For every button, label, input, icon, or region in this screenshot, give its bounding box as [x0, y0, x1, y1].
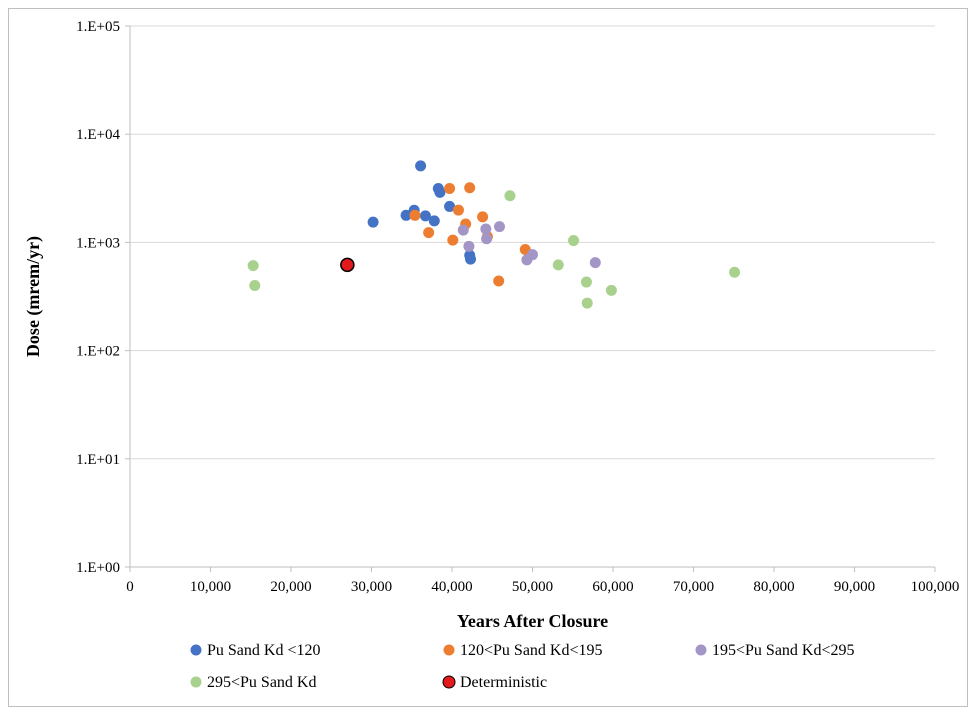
y-tick-label: 1.E+01 [76, 452, 120, 468]
data-point [423, 227, 435, 239]
data-point [434, 186, 446, 198]
data-point [493, 275, 505, 287]
data-point [247, 260, 259, 272]
data-point [493, 221, 505, 233]
legend-label: 195<Pu Sand Kd<295 [712, 642, 855, 659]
legend-label: 295<Pu Sand Kd [207, 674, 316, 691]
legend-label: Pu Sand Kd <120 [207, 642, 320, 659]
legend-marker [190, 644, 202, 656]
y-tick-label: 1.E+02 [76, 344, 120, 360]
legend-marker [443, 644, 455, 656]
data-point [400, 209, 412, 221]
data-point [480, 223, 492, 235]
legend-label: Deterministic [460, 674, 547, 691]
y-tick-label: 1.E+04 [76, 127, 120, 143]
axes [125, 25, 936, 572]
data-point [477, 211, 489, 223]
data-point [463, 240, 475, 252]
x-tick-label: 20,000 [270, 579, 311, 595]
x-tick-label: 0 [126, 579, 134, 595]
y-tick-labels: 1.E+00 1.E+01 1.E+02 1.E+03 1.E+04 1.E+05 [76, 19, 120, 576]
data-point [428, 215, 440, 227]
data-point [419, 210, 431, 222]
data-point [581, 297, 593, 309]
data-point [504, 190, 516, 202]
data-point [580, 276, 592, 288]
x-tick-labels: 0 10,000 20,000 30,000 40,000 50,000 60,000 70,… [126, 579, 959, 595]
data-point [415, 160, 427, 172]
data-point [444, 182, 456, 194]
x-tick-label: 90,000 [834, 579, 875, 595]
data-points [247, 160, 741, 309]
gridlines [130, 25, 935, 568]
data-point [552, 259, 564, 271]
data-point [481, 233, 493, 245]
data-point [457, 224, 469, 236]
x-tick-label: 100,000 [911, 579, 960, 595]
y-axis-title: Dose (mrem/yr) [23, 236, 44, 357]
chart-frame: 0 10,000 20,000 30,000 40,000 50,000 60,000 70,… [8, 8, 968, 707]
data-point [729, 266, 741, 278]
data-point [605, 284, 617, 296]
data-point [527, 249, 538, 261]
x-tick-label: 30,000 [351, 579, 392, 595]
x-tick-label: 50,000 [512, 579, 553, 595]
data-point [409, 209, 421, 221]
data-point [465, 253, 477, 265]
x-axis-title: Years After Closure [457, 611, 608, 631]
data-point [367, 216, 379, 228]
legend-marker [190, 676, 202, 688]
scatter-chart: 0 10,000 20,000 30,000 40,000 50,000 60,000 70,… [23, 19, 959, 691]
legend: Pu Sand Kd <120 120<Pu Sand Kd<195 195<Pu … [190, 642, 855, 691]
deterministic-point [340, 257, 355, 273]
data-point [568, 235, 580, 247]
data-point [464, 182, 476, 194]
y-tick-label: 1.E+05 [76, 19, 120, 35]
legend-marker [442, 675, 456, 689]
x-tick-label: 70,000 [673, 579, 714, 595]
y-tick-label: 1.E+03 [76, 235, 120, 251]
data-point [447, 234, 459, 246]
legend-label: 120<Pu Sand Kd<195 [460, 642, 603, 659]
data-point [249, 279, 261, 291]
x-tick-label: 80,000 [753, 579, 794, 595]
y-tick-label: 1.E+00 [76, 560, 120, 576]
data-point [589, 257, 601, 269]
legend-marker [695, 644, 707, 656]
x-tick-label: 60,000 [592, 579, 633, 595]
data-point [452, 204, 464, 216]
x-tick-label: 40,000 [431, 579, 472, 595]
x-tick-label: 10,000 [190, 579, 231, 595]
data-point [444, 200, 456, 212]
